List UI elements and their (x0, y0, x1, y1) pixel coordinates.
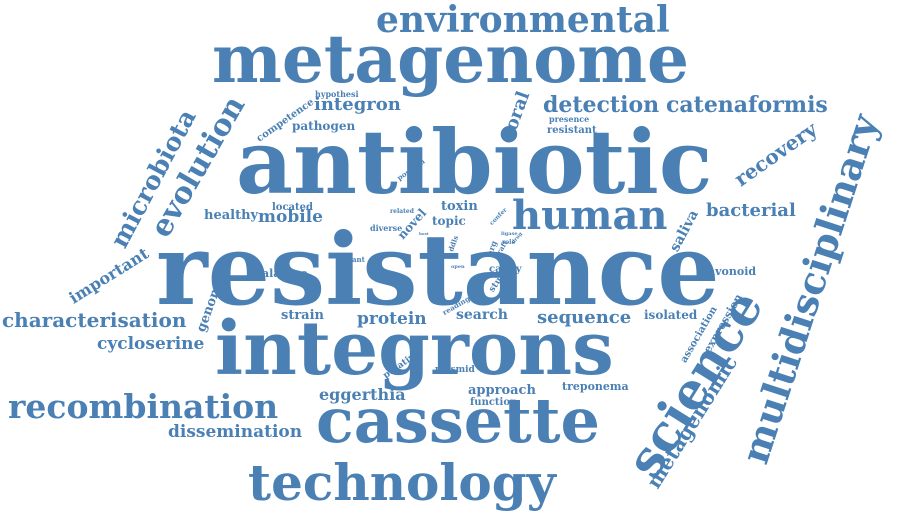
cloud-word: cycloserine (97, 334, 205, 354)
cloud-word: frame (436, 252, 456, 259)
cloud-word: host (419, 231, 429, 236)
cloud-word: resistance (156, 213, 720, 328)
cloud-word: hypothesi (315, 89, 359, 99)
cloud-word: characterisation (2, 308, 187, 332)
cloud-word: treponema (562, 380, 629, 393)
cloud-word: flavonoid (700, 265, 757, 278)
cloud-word: function (470, 397, 518, 408)
cloud-word: technology (248, 453, 556, 512)
cloud-word: integrons (215, 306, 614, 392)
cloud-word: bacterial (706, 200, 796, 221)
cloud-word: dissemination (168, 422, 303, 442)
cloud-word: variant (337, 255, 365, 264)
cloud-word: related (390, 208, 414, 215)
cloud-word: healthy (204, 208, 259, 223)
cloud-word: mobile (258, 207, 323, 227)
cloud-word: environmental (376, 0, 670, 41)
cloud-word: important (65, 243, 153, 308)
cloud-word: search (456, 307, 508, 323)
cloud-word: plasmid (435, 365, 475, 375)
cloud-word: recovery (729, 116, 822, 192)
cloud-word: antibiotic (236, 110, 713, 214)
cloud-word: metagenome (212, 20, 690, 98)
cloud-word: human (512, 192, 668, 239)
cloud-word: ligase (501, 231, 518, 237)
cloud-word: approach (468, 383, 536, 398)
cloud-word: diverse (370, 223, 403, 233)
cloud-word: protein (357, 309, 427, 329)
cloud-word: cassette (316, 384, 600, 457)
cloud-word: sequence (537, 307, 632, 328)
cloud-word: alanine (262, 267, 308, 280)
cloud-word: toxin (441, 199, 478, 214)
cloud-word: detection (543, 92, 660, 118)
cloud-word: isolated (644, 308, 698, 322)
cloud-word: open (451, 264, 465, 270)
cloud-word: catenaformis (666, 92, 828, 118)
cloud-word: topic (432, 214, 466, 228)
cloud-word: located (272, 202, 314, 213)
cloud-word: integron (314, 94, 401, 115)
cloud-word: presence (549, 114, 590, 124)
cloud-word: pathogen (292, 119, 356, 133)
cloud-word: resistant (547, 125, 597, 136)
cloud-word: eggerthia (319, 385, 406, 404)
cloud-word: strain (281, 308, 324, 323)
cloud-word: recombination (8, 387, 279, 426)
cloud-word: cavity (489, 264, 522, 275)
cloud-word: role (502, 239, 516, 246)
